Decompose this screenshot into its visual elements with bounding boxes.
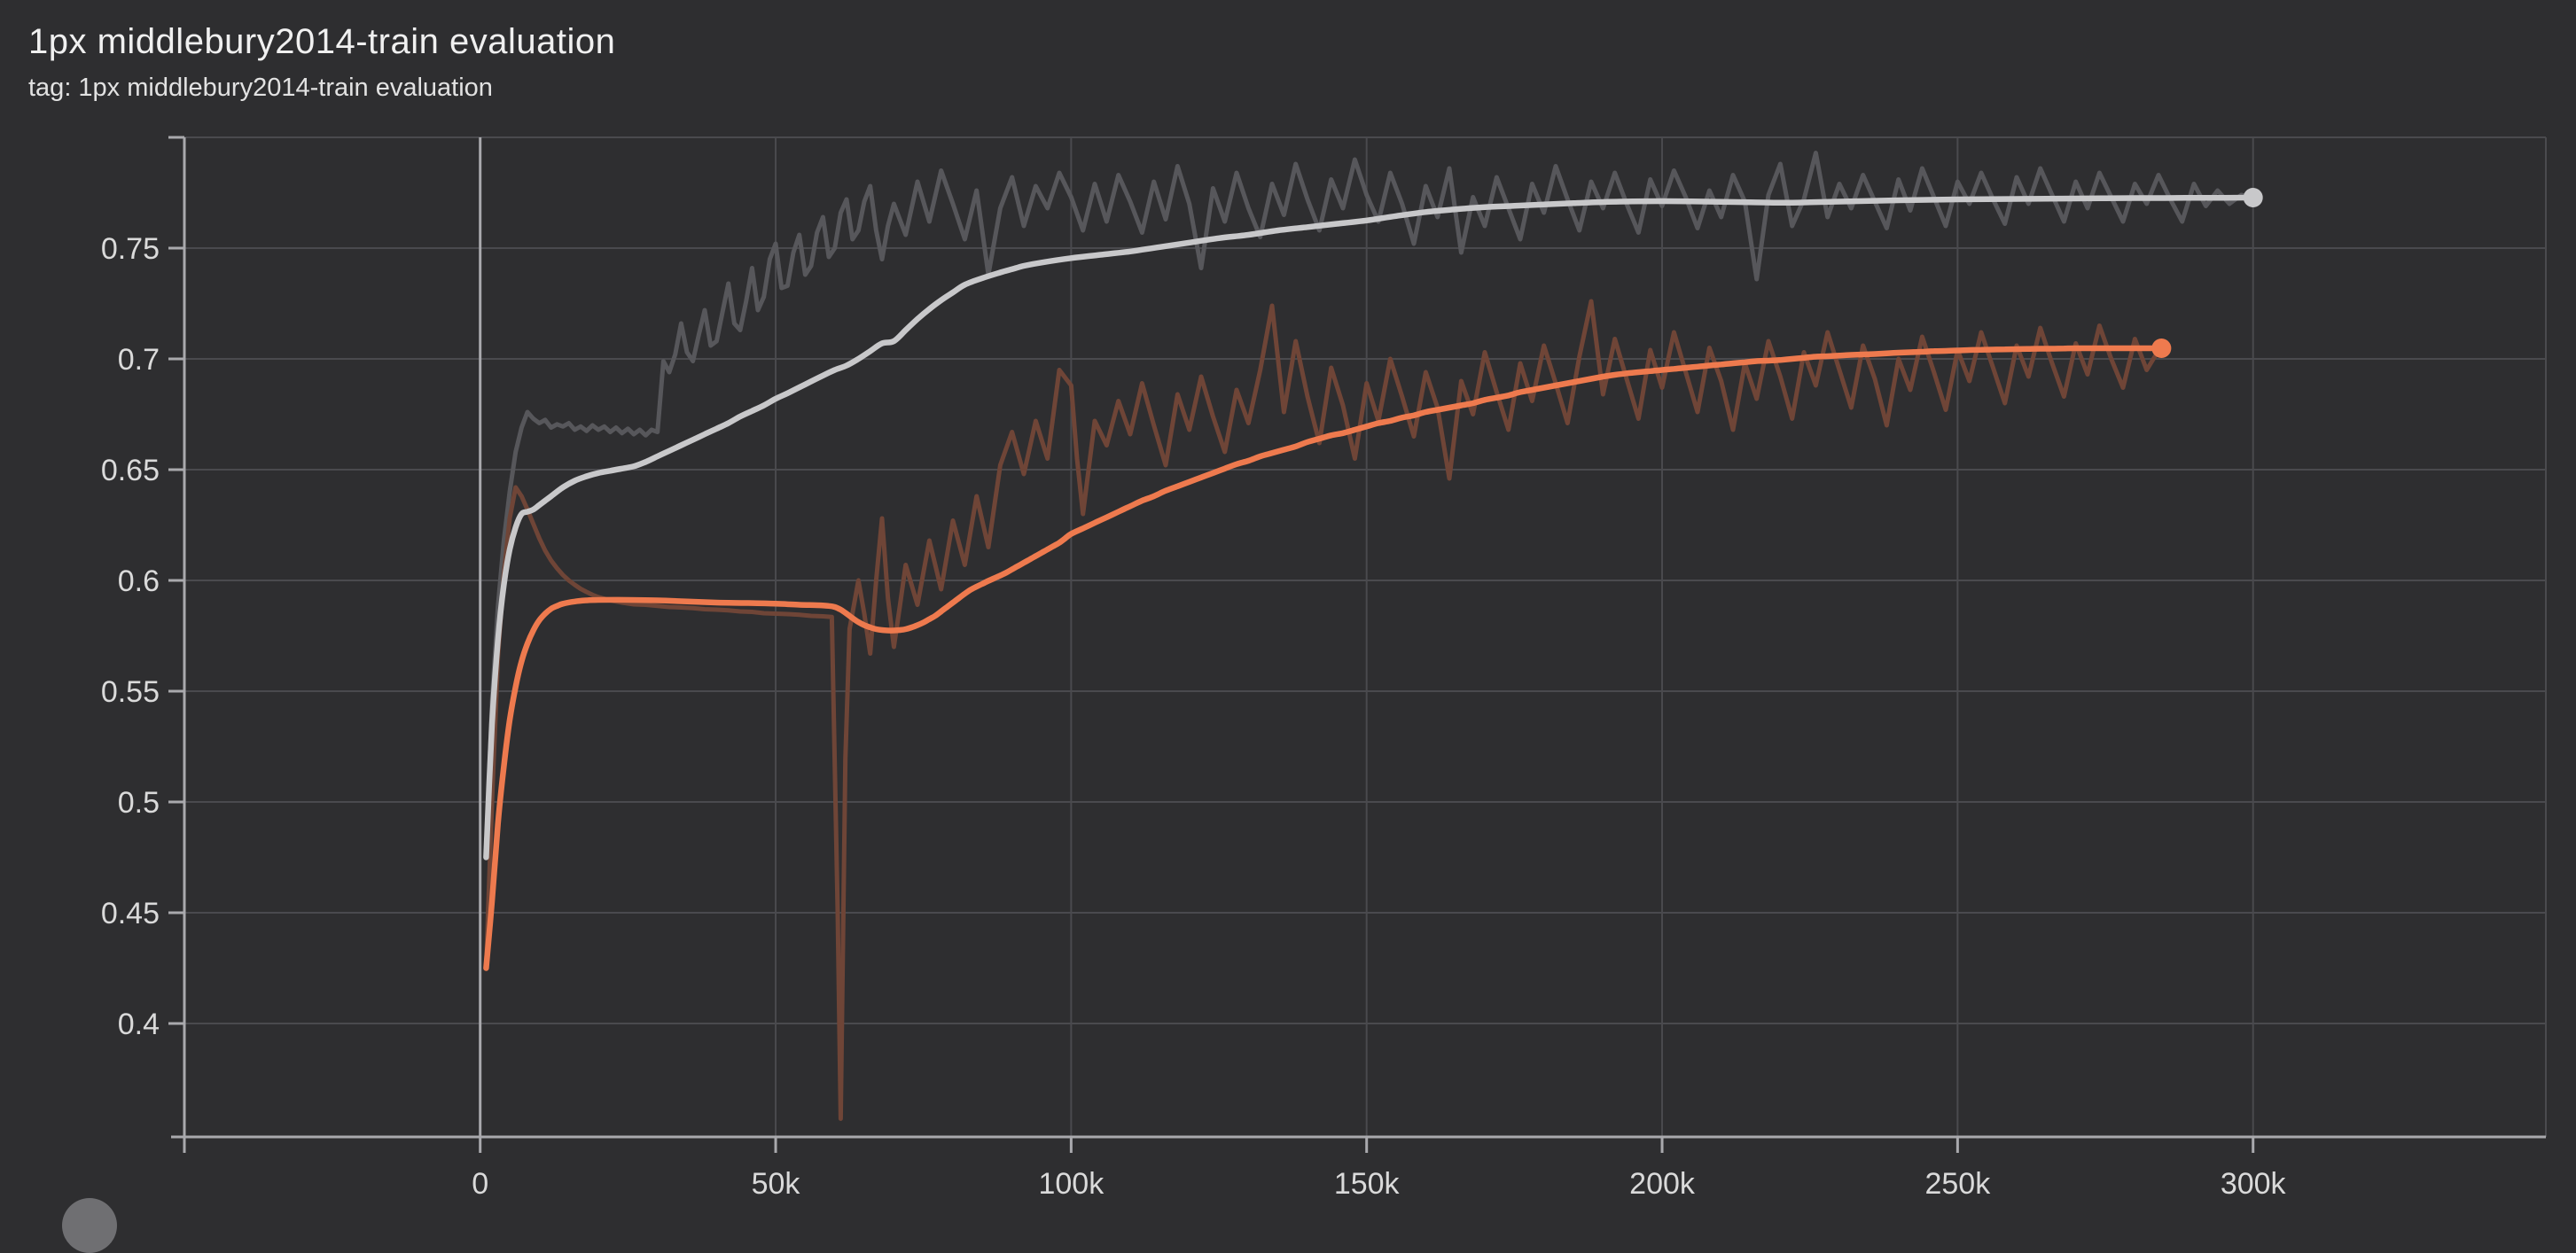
x-tick-label: 0 [472,1167,488,1201]
y-tick-label: 0.55 [101,675,160,709]
y-tick-label: 0.6 [118,564,160,598]
endpoint-dot-gray-smoothed[interactable] [2243,188,2263,207]
chart-title: 1px middlebury2014-train evaluation [28,22,616,61]
series-line-gray-raw[interactable] [483,151,2256,860]
x-tick-label: 150k [1334,1167,1401,1201]
axis-tick-labels: 0.75 0.7 0.65 0.6 0.55 0.5 0.45 0.4 0 50k 100k 150k… [101,232,2287,1201]
y-tick-label: 0.5 [118,786,160,820]
axes [168,136,2546,1153]
chart-tag-subtitle: tag: 1px middlebury2014-train evaluation [28,74,493,102]
x-tick-label: 200k [1629,1167,1696,1201]
x-tick-label: 50k [752,1167,801,1201]
y-tick-label: 0.75 [101,232,160,266]
y-tick-label: 0.7 [118,343,160,377]
y-tick-label: 0.4 [118,1008,160,1041]
evaluation-line-chart[interactable]: 0.75 0.7 0.65 0.6 0.55 0.5 0.45 0.4 0 50k 100k 150k… [0,0,2576,1203]
x-tick-label: 100k [1038,1167,1105,1201]
gridlines [184,136,2547,1137]
x-tick-label: 250k [1924,1167,1991,1201]
series-line-orange-raw[interactable] [483,299,2164,1121]
endpoint-dot-orange-smoothed[interactable] [2151,339,2172,358]
y-tick-label: 0.65 [101,454,160,487]
series-line-gray-smoothed[interactable] [483,194,2256,860]
x-tick-label: 300k [2221,1167,2287,1201]
y-tick-label: 0.45 [101,897,160,930]
bottom-left-partial-circle-button[interactable] [62,1198,117,1253]
series-line-orange-smoothed[interactable] [483,345,2165,971]
